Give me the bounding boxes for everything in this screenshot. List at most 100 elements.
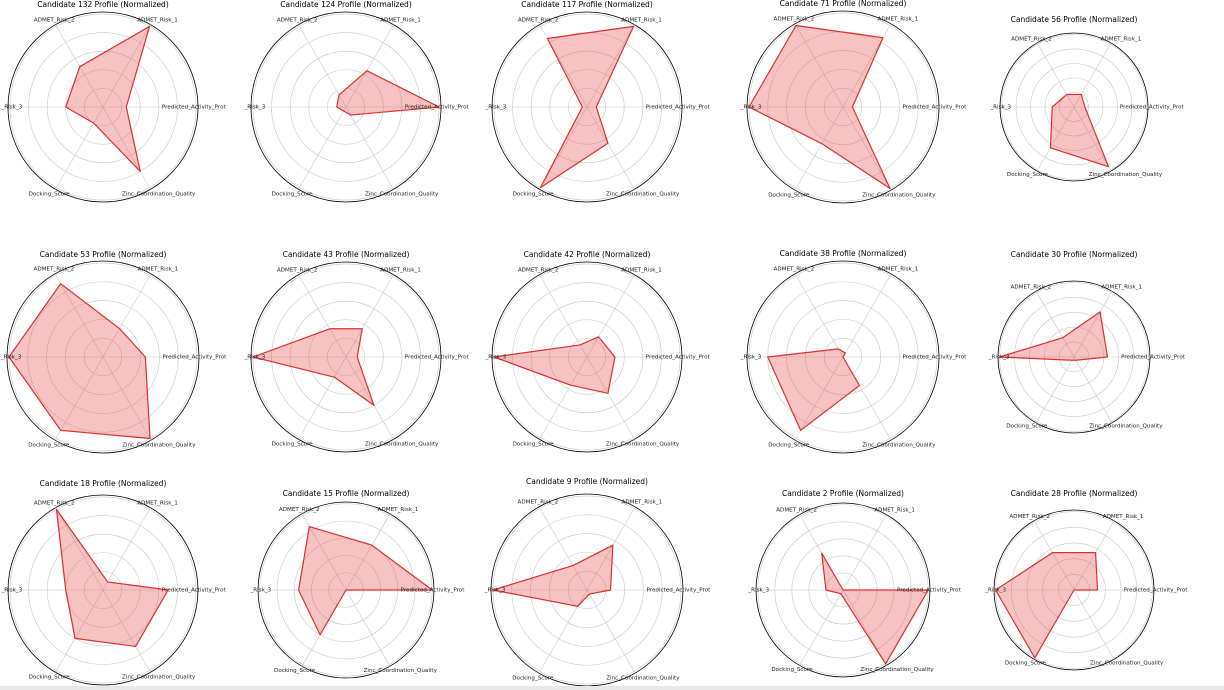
data-polygon xyxy=(539,25,635,189)
radar-chart: Predicted_Activity_Prot ADMET_Risk_1 ADMET… xyxy=(1,0,227,203)
axis-label: Predicted_Activity_Prot xyxy=(1121,355,1186,361)
axis-label: ADMET_Risk_2 xyxy=(277,268,318,274)
grid-spoke xyxy=(102,356,152,441)
radar-chart: Predicted_Activity_Prot ADMET_Risk_1 ADMET… xyxy=(1,479,227,686)
axis-label: ADMET_Risk_1 xyxy=(1103,514,1144,520)
axis-label: _Risk_3 xyxy=(984,588,1006,594)
axis-label: Zinc_Coordination_Quality xyxy=(1090,660,1164,666)
axis-label: ADMET_Risk_2 xyxy=(1011,36,1052,42)
grid-spoke xyxy=(538,506,588,591)
grid-spoke xyxy=(345,589,391,667)
axis-label: Zinc_Coordination_Quality xyxy=(862,442,936,448)
axis-label: Zinc_Coordination_Quality xyxy=(122,442,196,448)
grid-spoke xyxy=(1073,42,1112,108)
axis-label: ADMET_Risk_2 xyxy=(776,508,817,514)
axis-label: ADMET_Risk_2 xyxy=(774,17,815,23)
grid-spoke xyxy=(1073,520,1115,591)
data-polygon xyxy=(55,508,169,648)
axis-label: _Risk_3 xyxy=(485,105,507,111)
axis-label: _Risk_3 xyxy=(244,105,266,111)
data-polygon xyxy=(994,552,1099,659)
radar-chart: Predicted_Activity_Prot ADMET_Risk_1 ADMET… xyxy=(988,250,1186,434)
axis-label: ADMET_Risk_2 xyxy=(518,18,559,24)
chart-title: Candidate 43 Profile (Normalized) xyxy=(283,250,410,259)
grid-spoke xyxy=(794,356,844,441)
radar-chart: Predicted_Activity_Prot ADMET_Risk_1 ADMET… xyxy=(747,489,962,678)
axis-label: Predicted_Activity_Prot xyxy=(401,588,466,594)
axis-label: Zinc_Coordination_Quality xyxy=(364,668,438,674)
axis-label: ADMET_Risk_1 xyxy=(138,267,179,273)
chart-title: Candidate 2 Profile (Normalized) xyxy=(782,489,904,498)
axis-label: Docking_Score xyxy=(513,441,555,447)
axis-label: _Risk_3 xyxy=(1,105,23,111)
axis-label: Zinc_Coordination_Quality xyxy=(862,192,936,198)
radar-chart: Predicted_Activity_Prot ADMET_Risk_1 ADMET… xyxy=(740,249,967,454)
axis-label: ADMET_Risk_1 xyxy=(137,501,178,507)
axis-label: ADMET_Risk_2 xyxy=(774,267,815,273)
axis-label: _Risk_3 xyxy=(244,355,266,361)
grid-spoke xyxy=(54,356,104,441)
grid-spoke xyxy=(539,106,588,190)
grid-spoke xyxy=(794,23,844,108)
axis-label: ADMET_Risk_1 xyxy=(621,268,662,274)
axis-label: ADMET_Risk_1 xyxy=(878,17,919,23)
axis-label: Docking_Score xyxy=(274,668,316,674)
radar-chart: Predicted_Activity_Prot ADMET_Risk_1 ADMET… xyxy=(740,0,967,204)
chart-title: Candidate 117 Profile (Normalized) xyxy=(521,0,653,9)
grid-spoke xyxy=(586,589,636,674)
radar-chart: Predicted_Activity_Prot ADMET_Risk_1 ADMET… xyxy=(244,0,470,203)
grid-spoke xyxy=(1035,356,1075,423)
radar-chart: Predicted_Activity_Prot ADMET_Risk_1 ADMET… xyxy=(485,0,711,203)
chart-title: Candidate 30 Profile (Normalized) xyxy=(1011,250,1138,259)
axis-label: ADMET_Risk_2 xyxy=(34,267,75,273)
radar-chart: Predicted_Activity_Prot ADMET_Risk_1 ADMET… xyxy=(244,250,470,453)
axis-label: ADMET_Risk_1 xyxy=(137,18,178,24)
axis-label: ADMET_Risk_2 xyxy=(279,507,320,513)
axis-label: Docking_Score xyxy=(768,192,810,198)
grid-spoke xyxy=(298,356,347,440)
grid-spoke xyxy=(55,589,104,673)
axis-label: Predicted_Activity_Prot xyxy=(897,588,962,594)
grid-spoke xyxy=(1073,106,1112,172)
grid-spoke xyxy=(539,274,588,358)
grid-spoke xyxy=(1036,42,1075,108)
axis-label: ADMET_Risk_1 xyxy=(622,500,663,506)
axis-label: Docking_Score xyxy=(1007,172,1049,178)
grid-spoke xyxy=(842,514,887,591)
grid-spoke xyxy=(538,589,588,674)
grid-spoke xyxy=(1073,291,1113,358)
chart-title: Candidate 38 Profile (Normalized) xyxy=(780,249,907,258)
grid-spoke xyxy=(539,356,588,440)
grid-spoke xyxy=(842,106,892,191)
axis-label: Docking_Score xyxy=(29,674,71,680)
axis-label: _Risk_3 xyxy=(988,355,1010,361)
data-polygon xyxy=(336,70,440,116)
axis-label: Zinc_Coordination_Quality xyxy=(122,674,196,680)
grid-spoke xyxy=(586,24,635,108)
axis-label: _Risk_3 xyxy=(485,355,507,361)
grid-spoke xyxy=(102,106,151,190)
grid-spoke xyxy=(1036,106,1075,172)
axis-label: Zinc_Coordination_Quality xyxy=(606,441,680,447)
chart-title: Candidate 42 Profile (Normalized) xyxy=(524,250,651,259)
grid-spoke xyxy=(794,106,844,191)
axis-label: ADMET_Risk_1 xyxy=(378,507,419,513)
axis-label: Docking_Score xyxy=(1005,660,1047,666)
axis-label: Predicted_Activity_Prot xyxy=(405,105,470,111)
axis-label: Docking_Score xyxy=(768,442,810,448)
axis-label: ADMET_Risk_2 xyxy=(34,501,75,507)
grid-spoke xyxy=(345,513,391,591)
axis-label: Docking_Score xyxy=(272,191,314,197)
grid-spoke xyxy=(55,24,104,108)
axis-label: Predicted_Activity_Prot xyxy=(1124,588,1189,594)
axis-label: _Risk_3 xyxy=(0,355,22,361)
data-polygon xyxy=(8,283,151,440)
axis-label: Zinc_Coordination_Quality xyxy=(122,191,196,197)
grid-spoke xyxy=(586,506,636,591)
grid-spoke xyxy=(799,589,844,666)
chart-title: Candidate 9 Profile (Normalized) xyxy=(526,477,648,486)
axis-label: Predicted_Activity_Prot xyxy=(646,355,711,361)
grid-spoke xyxy=(586,106,635,190)
